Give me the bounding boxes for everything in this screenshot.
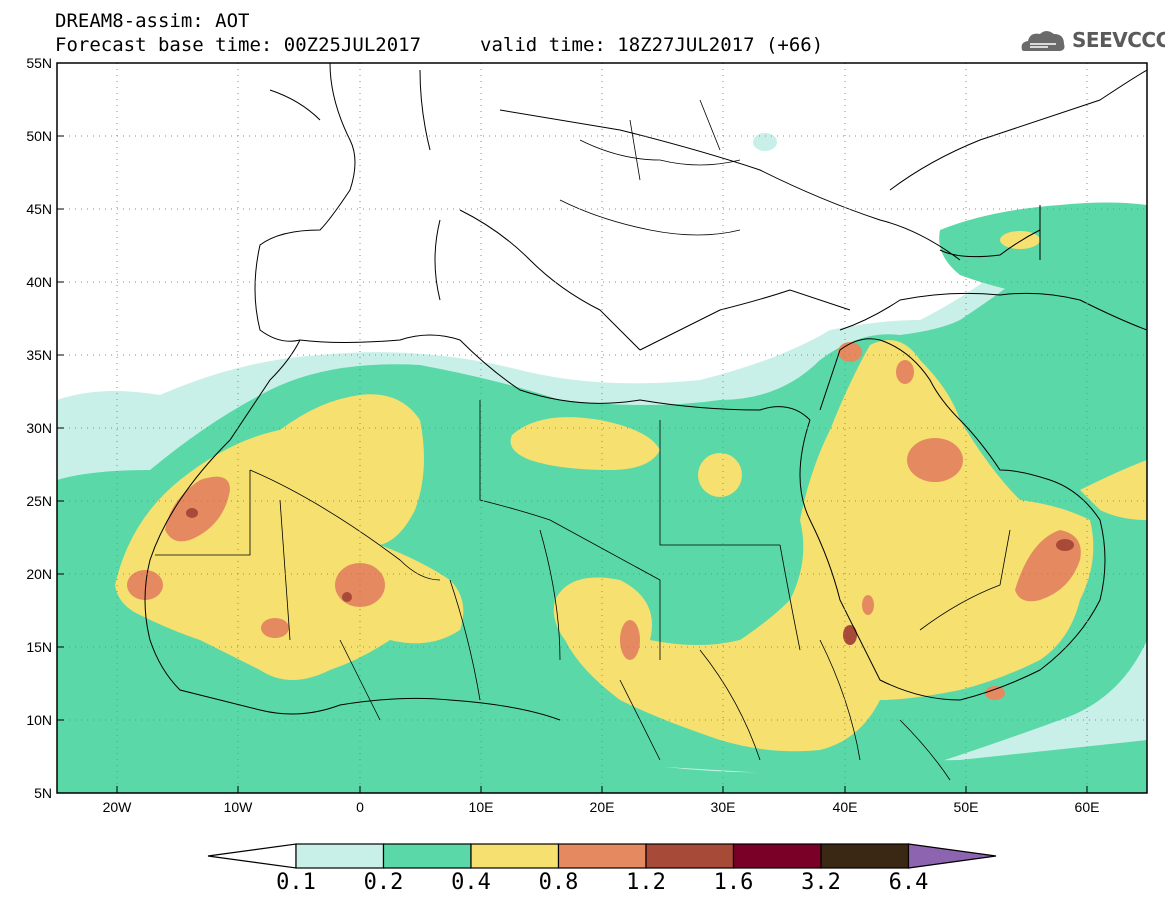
- lon-label: 50E: [954, 799, 979, 815]
- lat-label: 10N: [26, 712, 52, 728]
- lat-label: 30N: [26, 420, 52, 436]
- colorbar-under-arrow: [207, 843, 297, 869]
- lon-label: 10W: [224, 799, 254, 815]
- lon-label: 20E: [590, 799, 615, 815]
- lat-label: 25N: [26, 493, 52, 509]
- lon-label: 60E: [1075, 799, 1100, 815]
- lon-label: 20W: [103, 799, 133, 815]
- lon-label: 40E: [833, 799, 858, 815]
- axis-ticks: [57, 62, 1088, 794]
- colorbar-swatch: [820, 843, 910, 869]
- colorbar-swatch: [382, 843, 472, 869]
- lat-label: 40N: [26, 274, 52, 290]
- colorbar-label: 0.4: [451, 870, 491, 895]
- lat-label: 20N: [26, 566, 52, 582]
- lat-label: 15N: [26, 639, 52, 655]
- lon-labels: 20W 10W 0 10E 20E 30E 40E 50E 60E: [103, 799, 1100, 815]
- cloud-logo-icon: [1021, 31, 1065, 51]
- colorbar-swatch: [732, 843, 822, 869]
- colorbar-over-arrow: [907, 843, 997, 869]
- lat-label: 45N: [26, 201, 52, 217]
- colorbar-swatch: [295, 843, 385, 869]
- lon-label: 30E: [711, 799, 736, 815]
- colorbar-swatch: [645, 843, 735, 869]
- lat-label: 50N: [26, 128, 52, 144]
- colorbar-label: 3.2: [801, 870, 841, 895]
- aot-level-0.8: [127, 342, 1081, 700]
- forecast-base-time: Forecast base time: 00Z25JUL2017: [55, 34, 422, 56]
- colorbar-label: 6.4: [888, 870, 929, 895]
- valid-time: valid time: 18Z27JUL2017 (+66): [480, 34, 824, 56]
- lat-label: 5N: [34, 785, 52, 801]
- aot-level-1.2: [186, 508, 1074, 645]
- colorbar: [207, 843, 997, 869]
- country-borders: [155, 99, 1011, 781]
- lat-labels: 55N 50N 45N 40N 35N 30N 25N 20N 15N 10N …: [26, 55, 52, 801]
- lat-label: 35N: [26, 347, 52, 363]
- colorbar-label: 0.1: [276, 870, 316, 895]
- colorbar-label: 1.2: [626, 870, 666, 895]
- aot-level-0.4: [115, 231, 1147, 752]
- logo-text: SEEVCCC: [1072, 28, 1165, 52]
- colorbar-label: 0.8: [538, 870, 579, 895]
- colorbar-swatch: [470, 843, 560, 869]
- colorbar-label: 0.2: [363, 870, 404, 895]
- lat-label: 55N: [26, 55, 52, 71]
- lon-label: 0: [356, 799, 364, 815]
- colorbar-swatch: [557, 843, 647, 869]
- lon-label: 10E: [469, 799, 494, 815]
- colorbar-label: 1.6: [713, 870, 754, 895]
- map-title: DREAM8-assim: AOT: [55, 10, 250, 32]
